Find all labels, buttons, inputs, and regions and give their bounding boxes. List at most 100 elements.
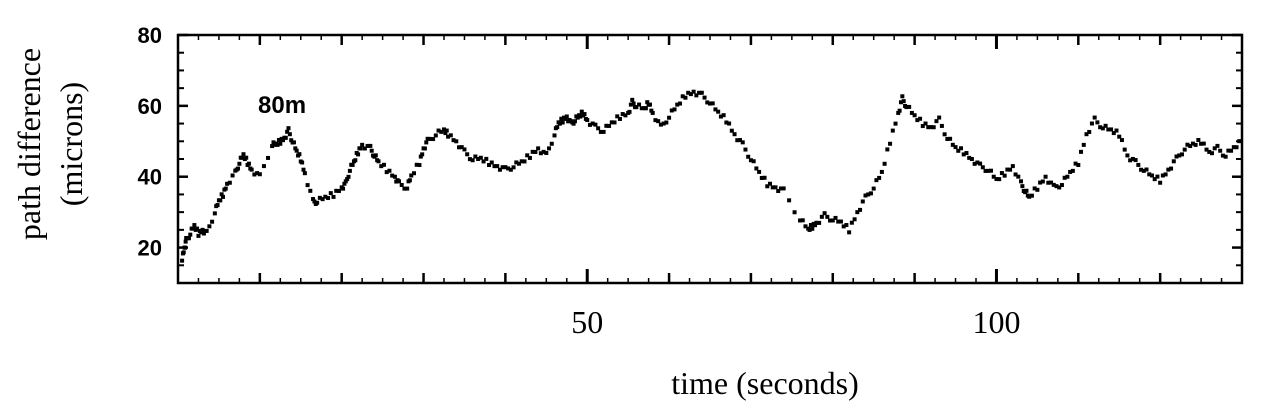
data-point [1218,148,1223,153]
data-point [627,109,632,114]
data-point [847,230,852,235]
data-point [276,137,281,142]
data-point [615,114,620,119]
data-point [1040,179,1045,184]
data-point [637,102,642,107]
data-point [798,218,803,223]
data-point [451,138,456,143]
data-point [803,224,808,229]
data-point [1174,154,1179,159]
data-point [945,136,950,141]
data-point [874,178,879,183]
data-point [345,177,350,182]
data-point [547,146,552,151]
data-point [492,164,497,169]
data-point [740,140,745,145]
data-point [928,125,933,130]
data-point [773,185,778,190]
data-point [855,210,860,215]
data-point [1095,120,1100,125]
data-point [1122,147,1127,152]
data-point [697,90,702,95]
data-point [841,224,846,229]
data-point [729,128,734,133]
data-point [1020,184,1025,189]
data-point [718,114,723,119]
data-point [503,165,508,170]
data-point [188,232,193,237]
data-point [328,191,333,196]
data-point [716,109,721,114]
data-point [986,168,991,173]
data-point [478,155,483,160]
data-point [1046,180,1051,185]
data-point [457,145,462,150]
data-point [1160,173,1165,178]
data-point [285,129,290,134]
data-point [792,210,797,215]
data-point [983,168,988,173]
data-point [1054,184,1059,189]
data-point [751,159,756,164]
data-point [757,169,762,174]
data-point [411,171,416,176]
data-point [879,169,884,174]
data-point [287,132,292,137]
data-point [525,153,530,158]
data-point [849,220,854,225]
data-point [1130,156,1135,161]
data-point [392,174,397,179]
data-point [278,141,283,146]
data-point [991,174,996,179]
data-point [489,160,494,165]
data-point [266,155,271,160]
data-point [271,140,276,145]
data-point [1024,188,1029,193]
data-point [1013,172,1018,177]
data-point [261,164,266,169]
y-tick-label: 80 [138,23,162,48]
data-point [612,120,617,125]
y-tick-label: 20 [138,236,162,261]
data-point [896,110,901,115]
data-point [727,121,732,126]
data-point [1204,147,1209,152]
data-point [650,110,655,115]
data-point [409,173,414,178]
data-point [1065,174,1070,179]
data-point [533,149,538,154]
data-point [656,119,661,124]
data-point [1035,187,1040,192]
data-point [582,112,587,117]
data-point [578,114,583,119]
data-point [1081,142,1086,147]
data-point [358,146,363,151]
data-point [207,224,212,229]
data-point [1106,127,1111,132]
data-point [934,119,939,124]
data-point [661,121,666,126]
data-point [1177,153,1182,158]
data-point [724,120,729,125]
data-point [1196,137,1201,142]
data-point [1073,161,1078,166]
data-point [1029,193,1034,198]
data-point [362,146,367,151]
data-point [204,228,209,233]
data-point [465,152,470,157]
data-point [776,189,781,194]
data-point [1059,183,1064,188]
data-point [937,115,942,120]
data-point [762,175,767,180]
data-point [446,134,451,139]
data-point [536,146,541,151]
data-point [195,226,200,231]
data-point [956,148,961,153]
data-point [1231,145,1236,150]
data-point [286,126,291,131]
data-point [1223,154,1228,159]
x-tick-label: 100 [972,304,1020,340]
data-point [1166,167,1171,172]
data-point [907,104,912,109]
data-point [183,245,188,250]
